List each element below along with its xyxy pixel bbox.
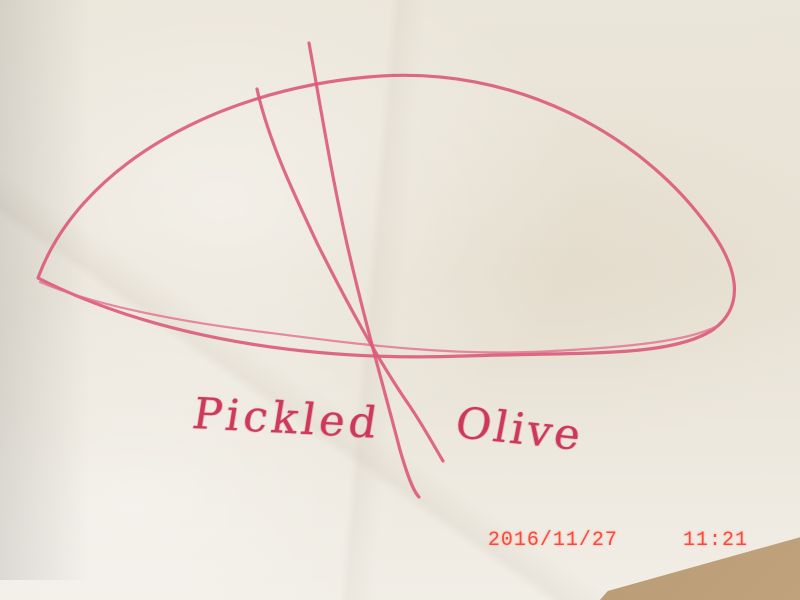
olive-label: Olive	[451, 398, 588, 461]
pickled-label: Pickled	[189, 389, 385, 449]
toothpick-stroke-second	[255, 87, 445, 463]
olive-outline	[36, 73, 737, 359]
paper-shadow	[0, 0, 90, 580]
camera-timestamp: 2016/11/27 11:21	[488, 529, 748, 552]
timestamp-date: 2016/11/27	[487, 529, 618, 552]
timestamp-gap	[631, 529, 670, 552]
olive-outline-overlap	[38, 280, 719, 354]
timestamp-time: 11:21	[682, 529, 748, 552]
toothpick-stroke	[307, 41, 421, 499]
